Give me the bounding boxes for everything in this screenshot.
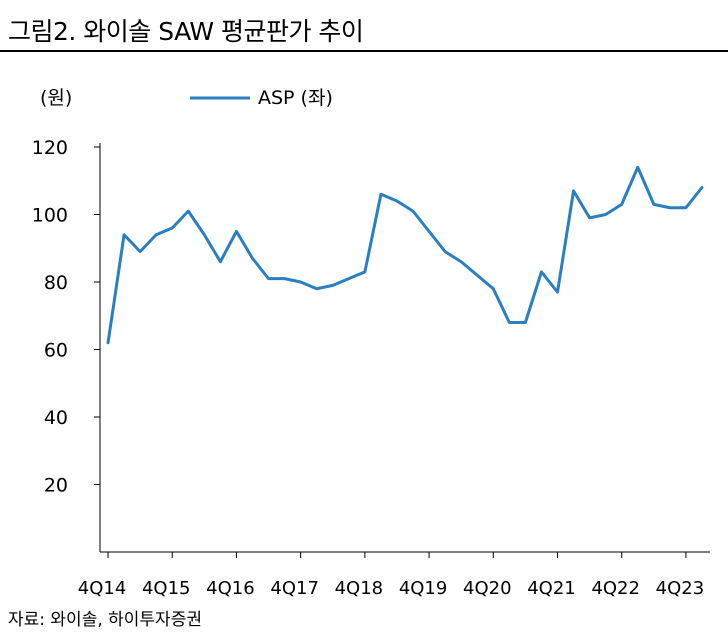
source-note: 자료: 와이솔, 하이투자증권: [8, 610, 202, 630]
data-point: [235, 230, 238, 233]
data-point: [251, 257, 254, 260]
data-point: [395, 200, 398, 203]
data-point: [267, 277, 270, 280]
data-point: [524, 321, 527, 324]
chart: (원) ASP (좌) 20 40 60 80 100 120 4Q14 4Q15 4Q16 4Q…: [32, 87, 710, 599]
data-point: [604, 213, 607, 216]
x-tick-label: 4Q23: [656, 578, 705, 599]
series-line-asp: [106, 165, 704, 345]
x-tick-label: 4Q18: [335, 578, 384, 599]
data-point: [363, 270, 366, 273]
legend: ASP (좌): [190, 87, 333, 109]
y-tick-label: 20: [44, 475, 68, 497]
data-point: [107, 341, 110, 344]
data-point: [460, 260, 463, 263]
data-point: [139, 250, 142, 253]
legend-label: ASP (좌): [258, 87, 333, 109]
data-point: [620, 203, 623, 206]
data-point: [299, 281, 302, 284]
data-point: [187, 210, 190, 213]
y-axis-unit-label: (원): [40, 87, 72, 109]
x-tick-label: 4Q21: [527, 578, 576, 599]
data-point: [428, 230, 431, 233]
y-tick-label: 100: [32, 205, 68, 227]
title-divider: [0, 50, 728, 52]
data-point: [283, 277, 286, 280]
x-tick-label: 4Q19: [399, 578, 448, 599]
axes: [94, 143, 710, 558]
data-point: [412, 210, 415, 213]
x-tick-label: 4Q17: [270, 578, 319, 599]
x-tick-label: 4Q14: [78, 578, 127, 599]
data-point: [652, 203, 655, 206]
data-point: [636, 166, 639, 169]
data-point: [508, 321, 511, 324]
data-point: [700, 186, 703, 189]
data-point: [155, 233, 158, 236]
data-point: [171, 227, 174, 230]
tick-labels: 20 40 60 80 100 120 4Q14 4Q15 4Q16 4Q17 4Q18 4Q19 4Q…: [32, 137, 704, 599]
x-tick-label: 4Q16: [206, 578, 255, 599]
x-tick-label: 4Q20: [463, 578, 512, 599]
series-layer: [106, 165, 704, 345]
data-point: [556, 291, 559, 294]
x-tick-label: 4Q15: [142, 578, 191, 599]
data-point: [347, 277, 350, 280]
data-point: [476, 274, 479, 277]
y-tick-label: 120: [32, 137, 68, 159]
data-point: [492, 287, 495, 290]
data-point: [668, 206, 671, 209]
data-point: [315, 287, 318, 290]
data-point: [588, 216, 591, 219]
data-point: [331, 284, 334, 287]
data-point: [203, 233, 206, 236]
x-tick-label: 4Q22: [591, 578, 640, 599]
data-point: [572, 189, 575, 192]
data-point: [540, 270, 543, 273]
data-point: [219, 260, 222, 263]
data-point: [379, 193, 382, 196]
data-point: [684, 206, 687, 209]
page-title: 그림2. 와이솔 SAW 평균판가 추이: [8, 17, 364, 46]
y-tick-label: 40: [44, 407, 68, 429]
y-tick-label: 80: [44, 272, 68, 294]
data-point: [444, 250, 447, 253]
data-point: [123, 233, 126, 236]
y-tick-label: 60: [44, 340, 68, 362]
